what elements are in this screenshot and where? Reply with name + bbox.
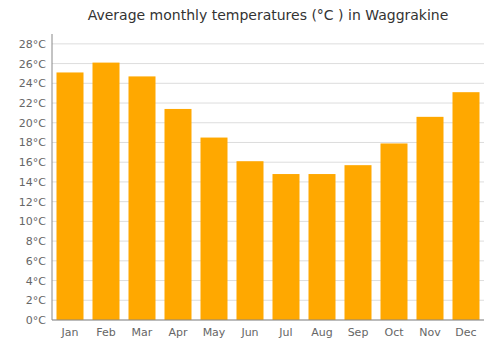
bar bbox=[273, 174, 300, 320]
bar bbox=[129, 76, 156, 320]
y-tick-label: 20°C bbox=[19, 117, 46, 130]
bar bbox=[237, 161, 264, 320]
x-tick-label: Feb bbox=[96, 326, 115, 339]
bar bbox=[165, 109, 192, 320]
x-tick-label: Dec bbox=[455, 326, 476, 339]
y-tick-label: 6°C bbox=[26, 255, 46, 268]
bar bbox=[201, 138, 228, 320]
y-tick-label: 22°C bbox=[19, 97, 46, 110]
x-tick-label: Mar bbox=[132, 326, 153, 339]
y-tick-label: 16°C bbox=[19, 156, 46, 169]
y-tick-label: 26°C bbox=[19, 58, 46, 71]
x-tick-label: Apr bbox=[168, 326, 188, 339]
y-tick-label: 10°C bbox=[19, 215, 46, 228]
y-tick-label: 14°C bbox=[19, 176, 46, 189]
chart-container: Average monthly temperatures (°C ) in Wa… bbox=[0, 0, 500, 350]
y-axis: 0°C 2°C 4°C 6°C 8°C 10°C 12°C 14°C 16°C 18°C 20°C 2… bbox=[19, 38, 46, 327]
y-tick-label: 2°C bbox=[26, 294, 46, 307]
grid-line bbox=[52, 43, 484, 44]
x-tick-label: Jul bbox=[278, 326, 292, 339]
bar bbox=[57, 72, 84, 320]
bar bbox=[345, 165, 372, 320]
y-tick-label: 8°C bbox=[26, 235, 46, 248]
bar bbox=[453, 92, 480, 320]
bar bbox=[381, 143, 408, 320]
y-axis-line bbox=[52, 34, 53, 320]
x-tick-label: Aug bbox=[311, 326, 332, 339]
x-tick-label: May bbox=[203, 326, 226, 339]
y-tick-label: 28°C bbox=[19, 38, 46, 51]
y-grid bbox=[52, 44, 484, 320]
x-tick-label: Jan bbox=[61, 326, 79, 339]
y-tick-label: 12°C bbox=[19, 196, 46, 209]
y-tick-label: 18°C bbox=[19, 136, 46, 149]
x-axis-line bbox=[52, 320, 484, 321]
x-tick-label: Oct bbox=[384, 326, 404, 339]
chart-svg: Average monthly temperatures (°C ) in Wa… bbox=[0, 0, 500, 350]
x-tick-label: Nov bbox=[419, 326, 441, 339]
y-tick-label: 24°C bbox=[19, 77, 46, 90]
y-tick-label: 4°C bbox=[26, 275, 46, 288]
bars bbox=[57, 63, 480, 320]
bar bbox=[417, 117, 444, 320]
y-tick-label: 0°C bbox=[26, 314, 46, 327]
chart-title: Average monthly temperatures (°C ) in Wa… bbox=[88, 7, 449, 23]
x-tick-label: Sep bbox=[348, 326, 369, 339]
x-axis: Jan Feb Mar Apr May Jun Jul Aug Sep Oct Nov Dec bbox=[61, 326, 477, 339]
x-tick-label: Jun bbox=[240, 326, 258, 339]
bar bbox=[309, 174, 336, 320]
grid-line bbox=[52, 320, 484, 321]
bar bbox=[93, 63, 120, 320]
